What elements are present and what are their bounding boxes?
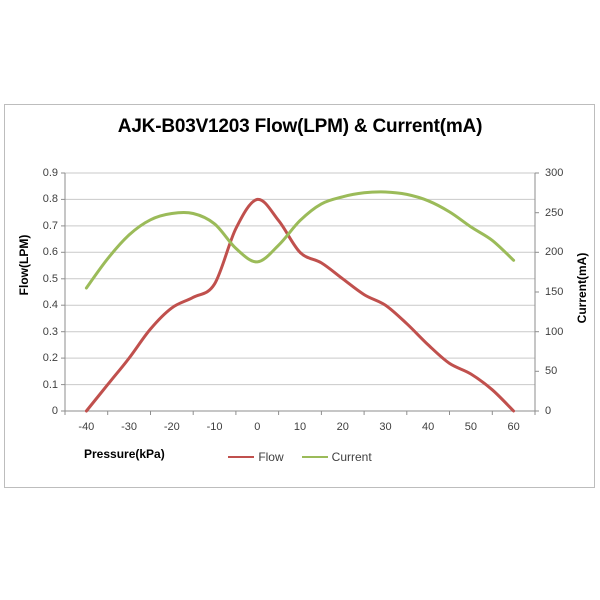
- chart-title: AJK-B03V1203 Flow(LPM) & Current(mA): [117, 116, 483, 137]
- right-axis-tick-label: 0: [545, 405, 552, 417]
- series-flow-line: [84, 197, 516, 413]
- right-axis-tick-label: 50: [545, 365, 558, 378]
- x-axis-tick-label: 50: [464, 421, 478, 433]
- legend-label-current: Current: [331, 450, 372, 464]
- left-axis-tick-label: 0.1: [42, 378, 58, 391]
- x-axis-title: Pressure(kPa): [84, 447, 165, 461]
- series-current-line: [84, 190, 516, 290]
- right-axis-tick-label: 300: [545, 167, 564, 179]
- left-axis-title: Flow(LPM): [17, 234, 31, 296]
- legend-label-flow: Flow: [258, 450, 284, 464]
- left-axis-tick-label: 0.4: [42, 299, 58, 312]
- x-axis-tick-label: 10: [293, 421, 307, 433]
- legend-item-current: Current: [301, 450, 372, 464]
- right-axis-tick-label: 100: [545, 325, 564, 338]
- x-axis-tick-label: 60: [507, 421, 520, 433]
- left-axis-tick-label: 0: [51, 405, 58, 417]
- chart-frame: [4, 104, 595, 488]
- x-axis-tick-label: 20: [336, 421, 349, 433]
- left-axis-tick-label: 0.2: [42, 352, 58, 365]
- x-axis-tick-label: -20: [163, 421, 180, 433]
- left-axis-tick-label: 0.6: [42, 246, 58, 259]
- x-axis-tick-label: -40: [78, 421, 95, 433]
- left-axis-tick-label: 0.7: [42, 219, 58, 232]
- left-axis-tick-label: 0.5: [42, 272, 58, 285]
- left-axis-tick-label: 0.8: [42, 193, 58, 206]
- right-axis-tick-label: 250: [545, 206, 564, 219]
- x-axis-tick-label: 30: [379, 421, 392, 433]
- legend-item-flow: Flow: [228, 450, 284, 464]
- right-axis-title: Current(mA): [575, 252, 589, 324]
- x-axis-tick-label: 0: [254, 421, 261, 433]
- x-axis-tick-label: -30: [121, 421, 138, 433]
- right-axis-tick-label: 150: [545, 286, 564, 298]
- legend-swatch-current: [301, 456, 328, 458]
- legend: Flow Current: [0, 450, 600, 464]
- x-axis-tick-label: -10: [206, 421, 223, 433]
- right-axis-tick-label: 200: [545, 246, 564, 259]
- legend-swatch-flow: [228, 456, 255, 458]
- x-axis-tick-label: 40: [422, 421, 435, 433]
- left-axis-tick-label: 0.9: [42, 167, 58, 179]
- left-axis-tick-label: 0.3: [42, 325, 58, 338]
